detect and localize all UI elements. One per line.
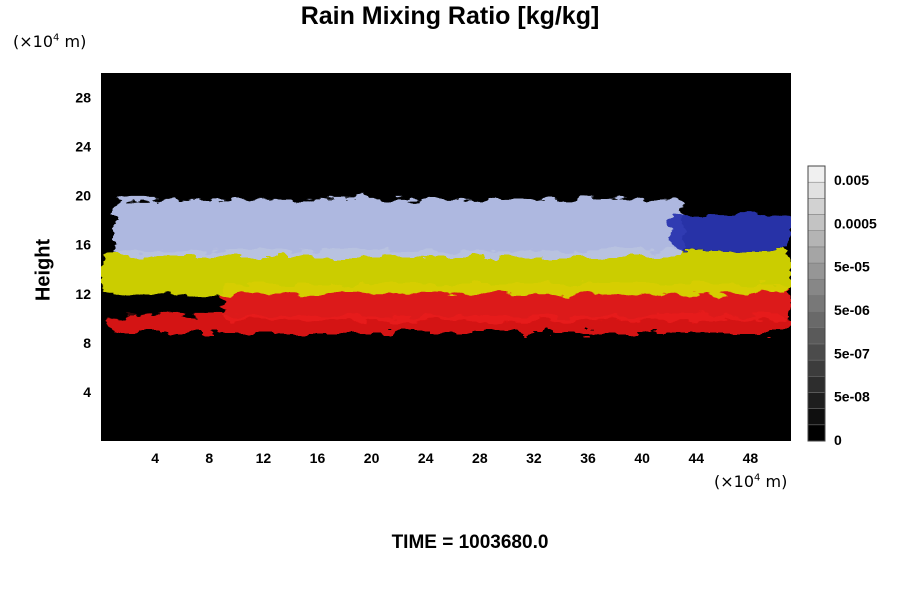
colorbar-cell: [807, 327, 826, 345]
x-tick-label: 36: [580, 450, 596, 466]
colorbar-cell: [807, 262, 826, 280]
y-tick-label: 16: [75, 237, 91, 253]
colorbar-label: 5e-06: [834, 302, 870, 318]
layer-light-blue: [114, 199, 683, 257]
x-tick-label: 40: [634, 450, 650, 466]
colorbar-cell: [807, 230, 826, 248]
time-annotation: TIME = 1003680.0: [391, 532, 549, 553]
colorbar-cell: [807, 359, 826, 377]
colorbar-label: 0.005: [834, 172, 869, 188]
colorbar-cell: [807, 214, 826, 231]
y-tick-label: 4: [83, 384, 91, 400]
colorbar-label: 0: [834, 432, 842, 448]
colorbar-cell: [807, 424, 826, 442]
y-tick-labels: 4 8 12 16 20 24 28: [75, 90, 91, 400]
colorbar-cell: [807, 392, 826, 409]
y-tick-label: 12: [75, 286, 91, 302]
x-tick-label: 12: [256, 450, 272, 466]
x-tick-label: 4: [151, 450, 159, 466]
layer-deep-blue: [669, 214, 791, 251]
y-tick-label: 20: [75, 188, 91, 204]
x-tick-label: 32: [526, 450, 542, 466]
x-tick-label: 44: [689, 450, 705, 466]
y-tick-label: 28: [75, 90, 91, 106]
x-tick-label: 20: [364, 450, 380, 466]
colorbar-cell: [807, 311, 826, 329]
colorbar-label: 0.0005: [834, 215, 877, 231]
chart-title: Rain Mixing Ratio [kg/kg]: [300, 2, 600, 30]
colorbar-cell: [807, 408, 826, 426]
colorbar-label: 5e-05: [834, 259, 870, 275]
colorbar-cell: [807, 198, 826, 215]
x-tick-label: 48: [743, 450, 759, 466]
x-tick-label: 24: [418, 450, 434, 466]
colorbar-cell: [807, 278, 826, 296]
colorbar: 0.005 0.0005 5e-05 5e-06 5e-07 5e-08 0: [807, 165, 877, 448]
y-tick-label: 8: [83, 335, 91, 351]
y-tick-label: 24: [75, 139, 91, 155]
colorbar-cell: [807, 343, 826, 361]
layer-yellow: [101, 250, 791, 294]
colorbar-frame: [807, 165, 826, 442]
colorbar-cell: [807, 295, 826, 312]
colorbar-cell: [807, 246, 826, 264]
x-tick-label: 28: [472, 450, 488, 466]
x-tick-label: 8: [205, 450, 213, 466]
x-axis-unit: (×104 m): [714, 472, 788, 491]
x-tick-label: 16: [310, 450, 326, 466]
colorbar-label: 5e-08: [834, 389, 870, 405]
colorbar-label: 5e-07: [834, 345, 870, 361]
colorbar-cell: [807, 376, 826, 393]
x-tick-labels: 4 8 12 16 20 24 28 32 36 40 44 48: [151, 450, 758, 466]
rain-field: [101, 199, 791, 334]
colorbar-cell: [807, 181, 826, 199]
y-axis-unit: (×104 m): [13, 32, 87, 51]
colorbar-cell: [807, 165, 826, 183]
